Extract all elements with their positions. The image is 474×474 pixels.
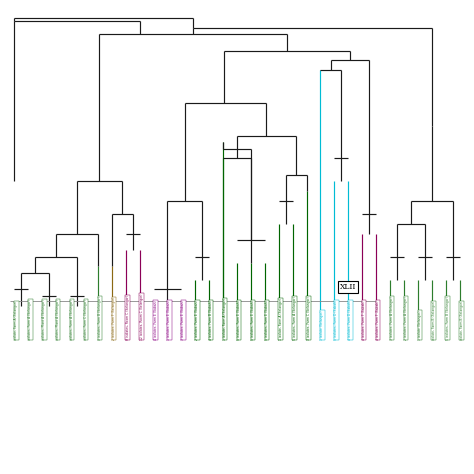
Text: isolates, Plant A (Selangor): isolates, Plant A (Selangor) bbox=[56, 299, 60, 340]
Text: 5 isolates, Farm A (Selangor): 5 isolates, Farm A (Selangor) bbox=[292, 296, 297, 340]
Text: 1 isolate (Selangor): 1 isolate (Selangor) bbox=[320, 310, 324, 340]
Text: 4 isolates, Farm E (Sabah): 4 isolates, Farm E (Sabah) bbox=[154, 301, 157, 340]
Text: 3 isolates, Farm A (Selangor): 3 isolates, Farm A (Selangor) bbox=[390, 296, 394, 340]
Text: 1 isolates, Farm E (Sabah): 1 isolates, Farm E (Sabah) bbox=[167, 301, 172, 340]
Text: isolates, Plant A (Selangor): isolates, Plant A (Selangor) bbox=[42, 299, 46, 340]
Text: 12 isolates, Room C (Selangor): 12 isolates, Room C (Selangor) bbox=[140, 294, 144, 340]
Text: 4 isolates, Farm F (Sabah): 4 isolates, Farm F (Sabah) bbox=[376, 301, 380, 340]
Text: 5 isolates, Farm E (Sabah): 5 isolates, Farm E (Sabah) bbox=[251, 301, 255, 340]
Text: 4 isolates, Farm F (Sabah): 4 isolates, Farm F (Sabah) bbox=[362, 301, 366, 340]
Text: 2 isolates, Farm E (Sabah): 2 isolates, Farm E (Sabah) bbox=[195, 301, 199, 340]
Text: 4 isolates, Farm D (Sabah): 4 isolates, Farm D (Sabah) bbox=[348, 300, 352, 340]
Text: 1 isolate, Farm A (Selangor): 1 isolate, Farm A (Selangor) bbox=[223, 298, 227, 340]
Text: isolates, Farm A (Selangor): isolates, Farm A (Selangor) bbox=[70, 299, 74, 340]
Text: isolate, Farm B (Selangor): isolate, Farm B (Selangor) bbox=[432, 301, 436, 340]
Text: 1 isolate (Selangor): 1 isolate (Selangor) bbox=[418, 310, 422, 340]
Text: 2 isolates, Farm F (Selangor): 2 isolates, Farm F (Selangor) bbox=[112, 297, 116, 340]
Text: 4 isolates, Farm B (Sabah): 4 isolates, Farm B (Sabah) bbox=[209, 301, 213, 340]
Text: 5 isolates, Farm D (Sabah): 5 isolates, Farm D (Sabah) bbox=[334, 300, 338, 340]
Text: isolate, Farm A (Selangor): isolate, Farm A (Selangor) bbox=[15, 301, 18, 340]
Text: 5 isolates, Farm E (Sabah): 5 isolates, Farm E (Sabah) bbox=[265, 301, 269, 340]
Text: 2 isolates, Farm A (Selangor): 2 isolates, Farm A (Selangor) bbox=[404, 296, 408, 340]
Text: 3 isolates, Farm C (Selangor): 3 isolates, Farm C (Selangor) bbox=[307, 296, 310, 340]
Text: isolates, Farm C (Selangor): isolates, Farm C (Selangor) bbox=[84, 299, 88, 340]
Text: isolate, Farm B (Selangor): isolate, Farm B (Selangor) bbox=[459, 301, 464, 340]
Text: isolates, Farm A (Selangor): isolates, Farm A (Selangor) bbox=[28, 299, 32, 340]
Text: 5 isolates, Farm B (Selangor): 5 isolates, Farm B (Selangor) bbox=[446, 296, 450, 340]
Text: H isolates, Room C (Selangor): H isolates, Room C (Selangor) bbox=[126, 295, 130, 340]
Text: 3 isolates, Farm E (Sabah): 3 isolates, Farm E (Sabah) bbox=[182, 301, 185, 340]
Text: XLII: XLII bbox=[340, 283, 356, 291]
Text: 5 isolates, Farm E (Sabah): 5 isolates, Farm E (Sabah) bbox=[237, 301, 241, 340]
Text: 0 isolates, Farm B (Selangor): 0 isolates, Farm B (Selangor) bbox=[98, 296, 102, 340]
Text: 1 isolate, Farm A (Selangor): 1 isolate, Farm A (Selangor) bbox=[279, 298, 283, 340]
